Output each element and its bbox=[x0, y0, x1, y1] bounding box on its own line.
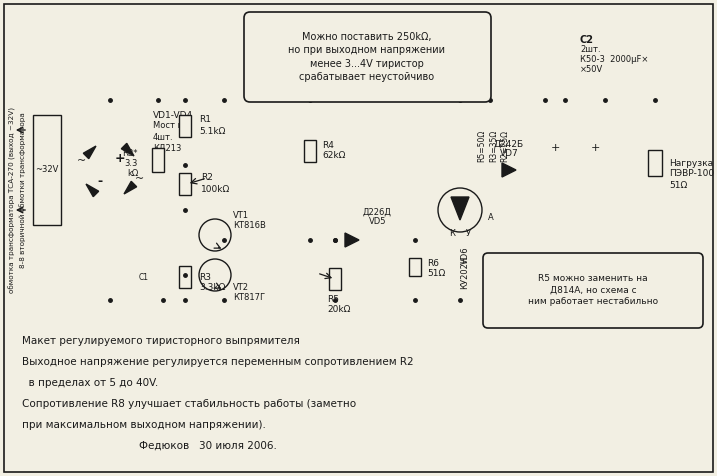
Text: VT1: VT1 bbox=[233, 210, 249, 219]
Text: в пределах от 5 до 40V.: в пределах от 5 до 40V. bbox=[22, 378, 158, 388]
Bar bbox=[409, 258, 421, 276]
Text: 62kΩ: 62kΩ bbox=[322, 151, 346, 160]
Text: Федюков   30 июля 2006.: Федюков 30 июля 2006. bbox=[22, 441, 277, 451]
Text: 51Ω: 51Ω bbox=[669, 180, 688, 189]
Text: ~: ~ bbox=[77, 156, 85, 166]
Text: R6: R6 bbox=[427, 258, 439, 268]
Text: -: - bbox=[98, 176, 103, 188]
Text: КД213: КД213 bbox=[153, 143, 181, 152]
Text: 51Ω: 51Ω bbox=[427, 268, 445, 278]
Text: Мост из: Мост из bbox=[153, 121, 188, 130]
Text: КТ817Г: КТ817Г bbox=[233, 292, 265, 301]
Text: ~32V: ~32V bbox=[35, 166, 59, 175]
Text: C2: C2 bbox=[580, 35, 594, 45]
Bar bbox=[33, 115, 61, 225]
Circle shape bbox=[438, 188, 482, 232]
FancyBboxPatch shape bbox=[483, 253, 703, 328]
Text: R2: R2 bbox=[201, 173, 213, 182]
Text: VD6: VD6 bbox=[460, 246, 470, 264]
Polygon shape bbox=[83, 146, 96, 159]
Bar bbox=[179, 173, 191, 195]
Text: Выходное напряжение регулируется переменным сопротивлением R2: Выходное напряжение регулируется перемен… bbox=[22, 357, 414, 367]
Polygon shape bbox=[502, 163, 516, 177]
Text: Д242Б: Д242Б bbox=[494, 139, 524, 149]
Text: ~: ~ bbox=[134, 174, 143, 184]
Text: 2шт.: 2шт. bbox=[580, 46, 601, 54]
Text: А: А bbox=[488, 214, 494, 222]
Circle shape bbox=[199, 259, 231, 291]
Text: 20kΩ: 20kΩ bbox=[327, 306, 351, 315]
Text: К50-3  2000μF×: К50-3 2000μF× bbox=[580, 56, 648, 65]
Bar bbox=[179, 266, 191, 288]
Text: Можно поставить 250kΩ,
но при выходном напряжении
менее 3...4V тиристор
срабатыв: Можно поставить 250kΩ, но при выходном н… bbox=[288, 32, 445, 82]
Text: Макет регулируемого тиристорного выпрямителя: Макет регулируемого тиристорного выпрями… bbox=[22, 336, 300, 346]
Text: 5.1kΩ: 5.1kΩ bbox=[199, 127, 225, 136]
Polygon shape bbox=[86, 184, 99, 197]
Bar bbox=[329, 268, 341, 290]
Text: У: У bbox=[465, 228, 470, 238]
Text: Нагрузка: Нагрузка bbox=[669, 159, 713, 168]
Text: К: К bbox=[449, 228, 455, 238]
Bar bbox=[648, 150, 662, 176]
Bar bbox=[304, 140, 316, 162]
Text: C1: C1 bbox=[139, 273, 149, 282]
Text: 3.3kΩ: 3.3kΩ bbox=[199, 284, 225, 292]
FancyBboxPatch shape bbox=[244, 12, 491, 102]
Text: обмотка трансформатора ТСА-270 (выход ~32V): обмотка трансформатора ТСА-270 (выход ~3… bbox=[9, 107, 16, 293]
Bar bbox=[179, 115, 191, 137]
Text: VD5: VD5 bbox=[369, 218, 386, 227]
Text: R5=50Ω
R3=35Ω
R2=25Ω: R5=50Ω R3=35Ω R2=25Ω bbox=[477, 130, 510, 162]
Text: R4: R4 bbox=[322, 140, 334, 149]
Polygon shape bbox=[124, 181, 137, 194]
Text: 3.3: 3.3 bbox=[125, 159, 138, 169]
Text: КТ816В: КТ816В bbox=[233, 220, 266, 229]
Text: kΩ: kΩ bbox=[127, 169, 138, 178]
Text: Д226Д: Д226Д bbox=[363, 208, 392, 217]
Text: Сопротивление R8 улучшает стабильность работы (заметно: Сопротивление R8 улучшает стабильность р… bbox=[22, 399, 356, 409]
Text: 4шт.: 4шт. bbox=[153, 132, 174, 141]
Text: 8-8 вторичной обмотки трансформатора: 8-8 вторичной обмотки трансформатора bbox=[19, 112, 27, 268]
Text: R5: R5 bbox=[327, 296, 339, 305]
Text: R1: R1 bbox=[199, 116, 211, 125]
Text: при максимальном выходном напряжении).: при максимальном выходном напряжении). bbox=[22, 420, 266, 430]
Polygon shape bbox=[451, 197, 469, 220]
Text: VT2: VT2 bbox=[233, 282, 249, 291]
Text: R3: R3 bbox=[199, 272, 211, 281]
Text: +: + bbox=[551, 143, 560, 153]
Polygon shape bbox=[121, 143, 134, 156]
Bar bbox=[152, 148, 164, 172]
Text: +: + bbox=[591, 143, 600, 153]
Text: VD1-VD4: VD1-VD4 bbox=[153, 110, 193, 119]
Text: 100kΩ: 100kΩ bbox=[201, 185, 230, 194]
Polygon shape bbox=[345, 233, 359, 247]
Text: R8*: R8* bbox=[123, 149, 138, 158]
Circle shape bbox=[199, 219, 231, 251]
Text: ×50V: ×50V bbox=[580, 66, 603, 75]
Text: ПЭВР-100: ПЭВР-100 bbox=[669, 169, 714, 178]
Text: +: + bbox=[115, 151, 125, 165]
Text: КУ202Н: КУ202Н bbox=[460, 256, 470, 288]
Text: VD7: VD7 bbox=[500, 149, 518, 159]
Text: R5 можно заменить на
Д814А, но схема с
ним работает нестабильно: R5 можно заменить на Д814А, но схема с н… bbox=[528, 274, 658, 306]
